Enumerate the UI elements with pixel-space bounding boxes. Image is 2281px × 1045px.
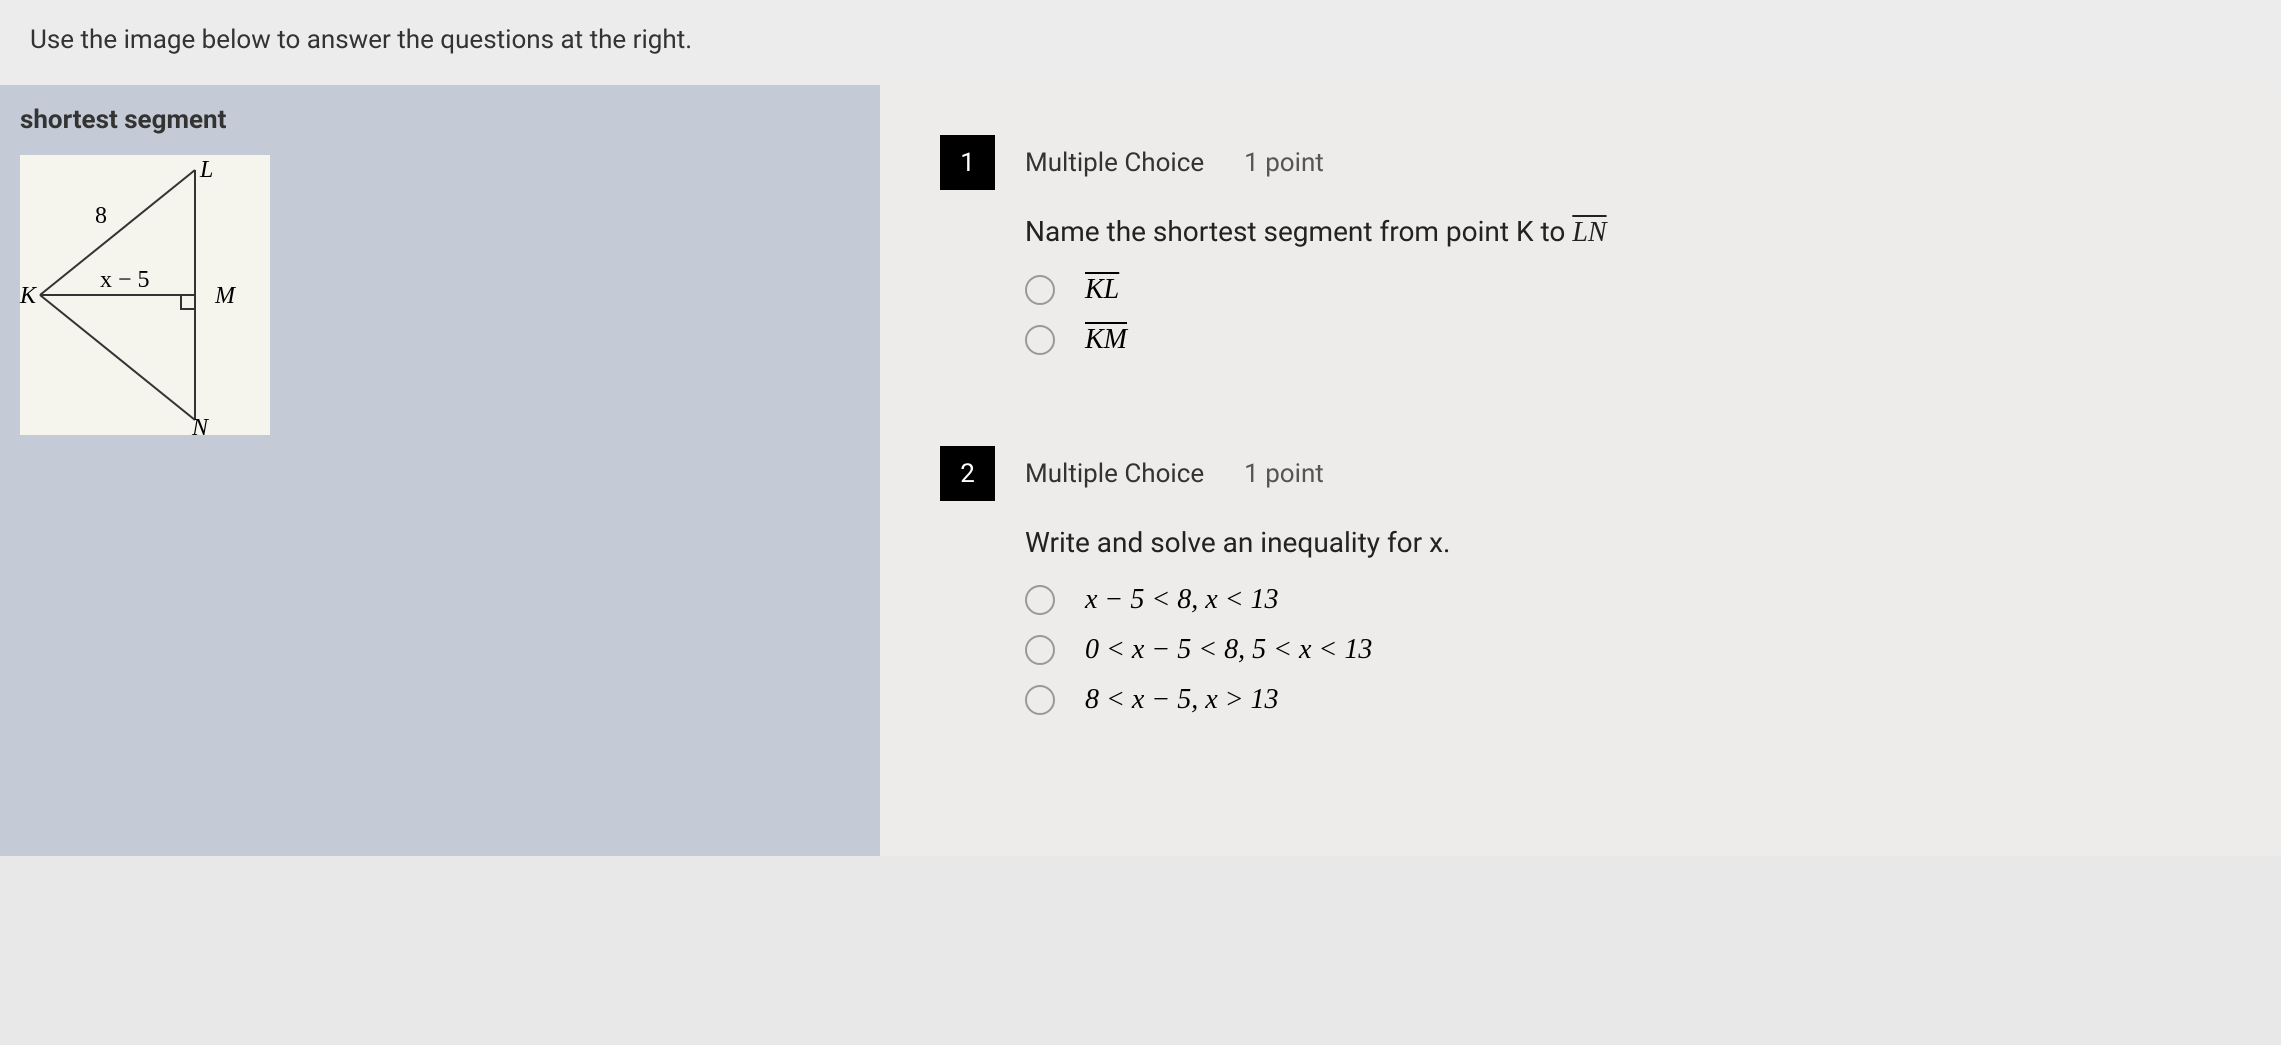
label-xminus5: x − 5	[100, 267, 150, 294]
question-number: 1	[940, 135, 995, 190]
radio-icon[interactable]	[1025, 325, 1055, 355]
option-label: KL	[1085, 274, 1119, 306]
label-8: 8	[95, 203, 107, 230]
instructions-bar: Use the image below to answer the questi…	[0, 0, 2281, 85]
question-1: 1 Multiple Choice 1 point Name the short…	[940, 135, 2221, 356]
option-row[interactable]: KM	[1025, 324, 2221, 356]
option-label: 8 < x − 5, x > 13	[1085, 684, 1279, 716]
figure-title: shortest segment	[20, 105, 860, 135]
question-points: 1 point	[1244, 459, 1324, 489]
label-L: L	[200, 157, 213, 184]
radio-icon[interactable]	[1025, 635, 1055, 665]
triangle-figure: L K M N 8 x − 5	[20, 155, 270, 435]
instructions-text: Use the image below to answer the questi…	[30, 25, 2251, 55]
option-label: 0 < x − 5 < 8, 5 < x < 13	[1085, 634, 1372, 666]
option-row[interactable]: 8 < x − 5, x > 13	[1025, 684, 2221, 716]
question-type: Multiple Choice	[1025, 148, 1204, 178]
question-points: 1 point	[1244, 148, 1324, 178]
question-type: Multiple Choice	[1025, 459, 1204, 489]
question-prompt: Write and solve an inequality for x.	[1025, 526, 2221, 559]
label-K: K	[20, 283, 36, 310]
radio-icon[interactable]	[1025, 685, 1055, 715]
option-label: x − 5 < 8, x < 13	[1085, 584, 1279, 616]
question-prompt: Name the shortest segment from point K t…	[1025, 215, 2221, 249]
option-row[interactable]: 0 < x − 5 < 8, 5 < x < 13	[1025, 634, 2221, 666]
figure-panel: shortest segment L K M N 8 x − 5	[0, 85, 880, 856]
option-row[interactable]: KL	[1025, 274, 2221, 306]
option-label: KM	[1085, 324, 1127, 356]
question-number: 2	[940, 446, 995, 501]
questions-panel: 1 Multiple Choice 1 point Name the short…	[880, 85, 2281, 856]
question-2: 2 Multiple Choice 1 point Write and solv…	[940, 446, 2221, 716]
radio-icon[interactable]	[1025, 585, 1055, 615]
label-M: M	[215, 283, 235, 310]
option-row[interactable]: x − 5 < 8, x < 13	[1025, 584, 2221, 616]
label-N: N	[192, 415, 208, 442]
radio-icon[interactable]	[1025, 275, 1055, 305]
